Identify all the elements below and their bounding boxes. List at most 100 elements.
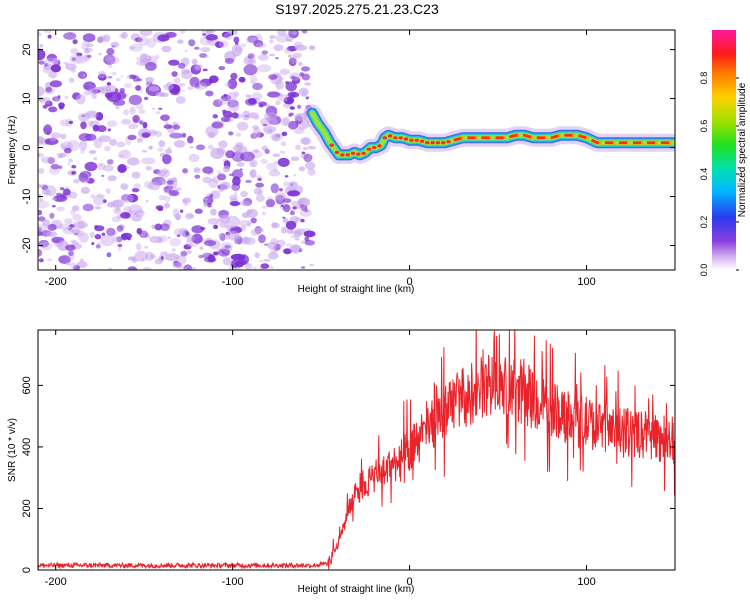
noise-blob	[112, 199, 125, 208]
noise-blob	[255, 182, 264, 188]
noise-blob	[96, 193, 105, 199]
noise-blob	[162, 154, 172, 165]
noise-blob	[268, 119, 278, 125]
noise-blob	[127, 100, 132, 104]
noise-blob	[250, 75, 258, 84]
noise-blob	[120, 75, 124, 78]
noise-blob	[159, 223, 170, 231]
noise-blob	[275, 192, 287, 201]
noise-blob	[288, 54, 292, 58]
noise-blob	[90, 194, 95, 199]
track-peak	[387, 134, 393, 138]
colorbar-tick-label: 0.6	[699, 120, 709, 133]
noise-blob	[187, 250, 192, 254]
noise-blob	[71, 228, 81, 235]
noise-blob	[98, 52, 102, 56]
noise-blob	[305, 96, 309, 100]
noise-blob	[267, 91, 281, 98]
noise-blob	[163, 187, 171, 194]
noise-blob	[210, 190, 221, 200]
noise-blob	[220, 94, 232, 102]
noise-blob	[139, 30, 153, 37]
noise-blob	[220, 116, 231, 123]
noise-blob	[127, 266, 138, 270]
noise-blob	[265, 116, 272, 122]
noise-blob	[179, 30, 186, 35]
noise-blob	[96, 125, 107, 133]
colorbar-tick-label: 0.8	[699, 72, 709, 85]
noise-blob	[205, 34, 218, 41]
noise-blob	[290, 244, 302, 254]
noise-blob	[181, 89, 186, 92]
noise-blob	[38, 183, 42, 189]
noise-blob	[289, 54, 298, 65]
noise-blob	[232, 169, 244, 179]
noise-blob	[50, 132, 62, 139]
noise-blob	[199, 246, 204, 250]
noise-blob	[298, 61, 303, 67]
noise-blob	[239, 200, 251, 207]
noise-blob	[108, 64, 113, 69]
noise-blob	[94, 234, 102, 240]
noise-blob	[298, 248, 303, 252]
noise-blob	[193, 167, 201, 173]
noise-blob	[169, 132, 183, 139]
track-peak	[409, 138, 414, 142]
snr-y-tick-label: 200	[21, 499, 33, 517]
colorbar-tick-label: 0.2	[699, 216, 709, 229]
noise-blob	[82, 74, 86, 77]
noise-blob	[254, 252, 260, 259]
noise-blob	[121, 233, 128, 241]
noise-blob	[73, 178, 80, 184]
noise-blob	[290, 210, 295, 216]
noise-blob	[139, 120, 144, 125]
noise-blob	[49, 80, 63, 88]
noise-blob	[38, 32, 42, 37]
noise-blob	[309, 263, 314, 267]
noise-blob	[269, 53, 276, 57]
noise-blob	[80, 186, 91, 195]
noise-blob	[55, 99, 60, 103]
snr-x-tick-label: 100	[577, 576, 595, 588]
noise-blob	[52, 57, 59, 66]
noise-blob	[300, 218, 305, 223]
noise-blob	[203, 54, 210, 58]
noise-blob	[172, 208, 180, 218]
noise-blob	[227, 78, 238, 90]
noise-blob	[71, 171, 77, 175]
noise-blob	[128, 94, 142, 106]
noise-blob	[52, 96, 61, 102]
noise-blob	[160, 251, 167, 256]
noise-blob	[292, 206, 298, 210]
noise-blob	[113, 207, 122, 215]
noise-blob	[244, 262, 253, 270]
noise-blob	[264, 149, 270, 154]
noise-blob	[292, 30, 297, 36]
noise-blob	[182, 199, 187, 204]
noise-blob	[134, 37, 143, 43]
noise-blob	[185, 231, 190, 236]
noise-blob	[205, 125, 219, 138]
noise-blob	[64, 95, 69, 100]
noise-blob	[194, 208, 203, 214]
noise-blob	[155, 111, 161, 115]
noise-blob	[58, 152, 67, 158]
noise-blob	[277, 157, 290, 167]
noise-blob	[213, 251, 219, 256]
noise-blob	[171, 71, 178, 77]
noise-blob	[129, 43, 143, 52]
noise-blob	[134, 209, 145, 218]
noise-blob	[118, 149, 131, 159]
noise-blob	[59, 105, 64, 110]
noise-blob	[217, 173, 227, 181]
noise-blob	[43, 30, 52, 34]
noise-blob	[42, 219, 50, 227]
noise-blob	[172, 124, 181, 130]
noise-blob	[297, 104, 302, 109]
noise-blob	[109, 138, 117, 146]
noise-blob	[97, 71, 106, 79]
noise-blob	[206, 193, 213, 197]
noise-blob	[259, 260, 264, 263]
noise-blob	[139, 230, 149, 238]
noise-blob	[38, 153, 41, 157]
